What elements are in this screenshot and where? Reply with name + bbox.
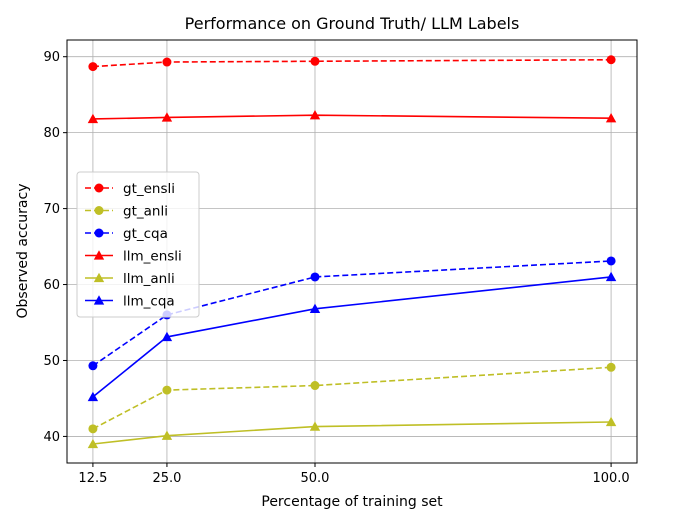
data-point <box>310 272 320 282</box>
data-point <box>309 421 321 431</box>
data-point <box>309 303 321 313</box>
legend-item: gt_cqa <box>85 226 168 242</box>
series-gt-anli <box>88 362 616 434</box>
legend-item: llm_ensli <box>85 249 182 265</box>
series-line <box>92 114 612 120</box>
series-llm-cqa <box>87 271 617 402</box>
data-point <box>309 109 321 120</box>
data-point <box>88 361 98 371</box>
series-llm-anli <box>87 416 617 449</box>
legend-item: gt_ensli <box>85 181 175 197</box>
data-point <box>605 271 617 282</box>
data-point <box>606 362 616 372</box>
data-point <box>161 331 173 342</box>
legend-label: gt_ensli <box>123 181 175 197</box>
y-tick-label: 40 <box>43 430 60 445</box>
data-point <box>605 416 617 427</box>
series-llm-ensli <box>87 109 617 124</box>
legend-label: gt_anli <box>123 204 168 220</box>
data-point <box>606 256 616 266</box>
data-point <box>162 57 172 67</box>
legend-item: llm_anli <box>85 271 175 287</box>
plot-frame <box>66 39 638 464</box>
y-tick-label: 80 <box>43 126 60 141</box>
series-gt-ensli <box>88 55 616 72</box>
data-point <box>605 113 617 123</box>
x-tick-label: 12.5 <box>78 471 107 486</box>
y-tick-label: 70 <box>43 202 60 217</box>
y-axis-label: Observed accuracy <box>15 184 31 319</box>
legend-label: gt_cqa <box>123 226 168 242</box>
y-tick-label: 60 <box>43 278 60 293</box>
legend-marker <box>94 183 104 193</box>
data-point <box>161 112 173 122</box>
legend-item: gt_anli <box>85 204 168 220</box>
legend-item: llm_cqa <box>85 294 175 310</box>
legend-label: llm_ensli <box>123 249 182 265</box>
x-axis-ticks: 12.5 25.0 50.0 100.0 <box>78 463 630 486</box>
legend-label: llm_anli <box>123 271 175 287</box>
legend-marker <box>93 272 105 283</box>
y-tick-label: 90 <box>43 50 60 65</box>
y-axis-ticks: 40 50 60 70 80 90 <box>43 50 67 445</box>
series-layer <box>87 55 617 449</box>
data-point <box>310 56 320 66</box>
legend-marker <box>94 228 104 238</box>
x-axis-label: Percentage of training set <box>261 494 443 510</box>
data-point <box>310 381 320 391</box>
y-tick-label: 50 <box>43 354 60 369</box>
data-point <box>88 424 98 434</box>
series-line <box>92 366 612 430</box>
data-point <box>606 55 616 65</box>
data-point <box>88 62 98 72</box>
x-tick-label: 25.0 <box>152 471 181 486</box>
legend-label: llm_cqa <box>123 294 175 310</box>
data-point <box>162 385 172 395</box>
chart-title: Performance on Ground Truth/ LLM Labels <box>185 14 520 33</box>
data-point <box>161 430 173 440</box>
x-tick-label: 50.0 <box>301 471 330 486</box>
series-line <box>92 260 612 367</box>
data-point <box>87 438 99 449</box>
legend-marker <box>94 206 104 215</box>
data-point <box>87 391 99 402</box>
data-point <box>87 113 99 124</box>
legend-marker <box>93 250 105 260</box>
series-line <box>92 276 612 398</box>
series-line <box>92 58 612 68</box>
legend-box <box>76 171 200 318</box>
series-line <box>92 421 612 445</box>
x-tick-label: 100.0 <box>592 471 629 486</box>
legend: gt_ensli gt_anli gt_cqa llm_ensli llm_anlill… <box>76 171 200 318</box>
legend-marker <box>93 295 105 305</box>
